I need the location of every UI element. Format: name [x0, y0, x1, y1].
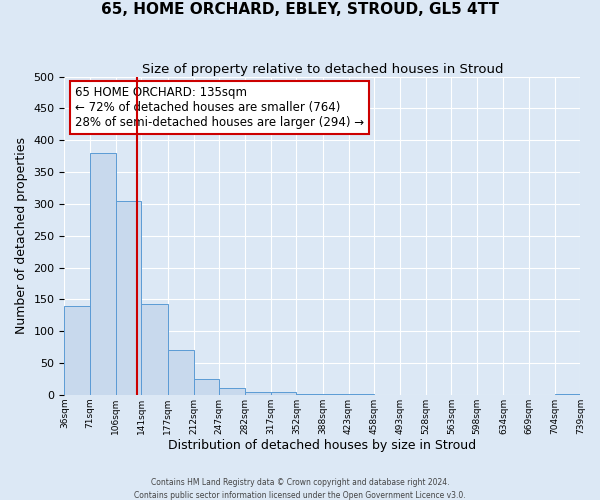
Bar — [168, 350, 194, 395]
Bar — [220, 388, 245, 395]
Bar — [349, 394, 374, 395]
Bar — [194, 379, 220, 395]
Bar — [271, 392, 296, 395]
Bar — [90, 153, 116, 395]
Bar — [323, 394, 349, 395]
Title: Size of property relative to detached houses in Stroud: Size of property relative to detached ho… — [142, 62, 503, 76]
X-axis label: Distribution of detached houses by size in Stroud: Distribution of detached houses by size … — [169, 440, 476, 452]
Bar — [296, 394, 323, 395]
Bar — [245, 392, 271, 395]
Bar — [142, 304, 168, 395]
Text: 65, HOME ORCHARD, EBLEY, STROUD, GL5 4TT: 65, HOME ORCHARD, EBLEY, STROUD, GL5 4TT — [101, 2, 499, 18]
Bar — [116, 200, 142, 395]
Text: Contains HM Land Registry data © Crown copyright and database right 2024.
Contai: Contains HM Land Registry data © Crown c… — [134, 478, 466, 500]
Bar — [555, 394, 580, 395]
Text: 65 HOME ORCHARD: 135sqm
← 72% of detached houses are smaller (764)
28% of semi-d: 65 HOME ORCHARD: 135sqm ← 72% of detache… — [75, 86, 364, 129]
Bar — [64, 306, 90, 395]
Y-axis label: Number of detached properties: Number of detached properties — [15, 137, 28, 334]
